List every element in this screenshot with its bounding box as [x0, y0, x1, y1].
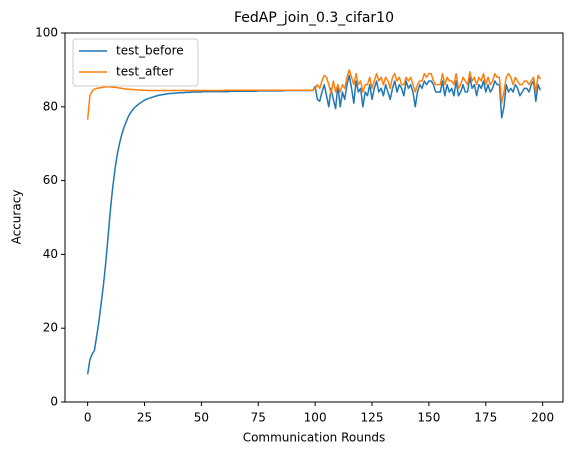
x-tick-label: 200: [531, 411, 554, 425]
chart-title: FedAP_join_0.3_cifar10: [234, 10, 394, 26]
legend-label: test_before: [116, 44, 184, 58]
y-tick-label: 60: [43, 173, 58, 187]
x-tick-label: 100: [304, 411, 327, 425]
x-tick-label: 50: [194, 411, 209, 425]
y-tick-label: 0: [50, 395, 58, 409]
x-axis-label: Communication Rounds: [243, 431, 386, 445]
y-tick-label: 20: [43, 321, 58, 335]
plot-frame: [64, 32, 564, 403]
x-tick-label: 25: [137, 411, 152, 425]
x-tick-label: 175: [474, 411, 497, 425]
y-tick-label: 80: [43, 99, 58, 113]
legend-label: test_after: [116, 65, 174, 79]
x-tick-label: 150: [417, 411, 440, 425]
x-tick-label: 75: [251, 411, 266, 425]
line: [86, 69, 541, 120]
y-tick-label: 100: [35, 26, 58, 40]
x-tick-label: 125: [361, 411, 384, 425]
y-tick-label: 40: [43, 247, 58, 261]
y-axis-label: Accuracy: [10, 190, 24, 245]
x-tick-label: 0: [84, 411, 92, 425]
